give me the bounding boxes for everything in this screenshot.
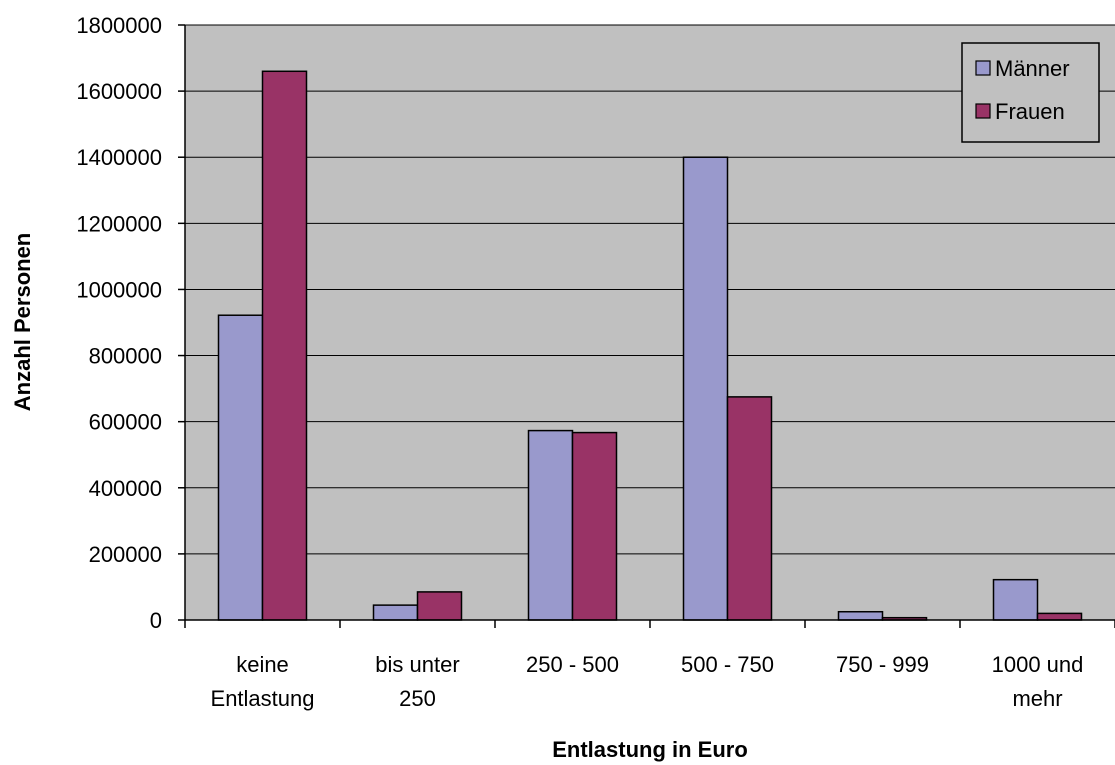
bar-maenner bbox=[527, 429, 574, 621]
x-axis-title: Entlastung in Euro bbox=[552, 737, 748, 762]
bar-maenner bbox=[682, 156, 729, 621]
legend-swatch bbox=[975, 60, 991, 76]
x-tick-label: bis unter 250 bbox=[375, 652, 459, 711]
y-axis-title: Anzahl Personen bbox=[10, 233, 35, 411]
legend-label: Frauen bbox=[995, 99, 1065, 124]
y-tick-label: 600000 bbox=[89, 410, 162, 435]
bar-maenner bbox=[372, 604, 419, 621]
x-tick-label: 500 - 750 bbox=[681, 652, 774, 677]
x-tick-label: keine Entlastung bbox=[211, 652, 315, 711]
x-tick-label: 1000 und mehr bbox=[992, 652, 1084, 711]
x-tick-label: 250 - 500 bbox=[526, 652, 619, 677]
x-tick-label: 750 - 999 bbox=[836, 652, 929, 677]
y-tick-label: 1400000 bbox=[76, 145, 162, 170]
bar-frauen bbox=[726, 396, 773, 621]
x-axis-ticks: keine Entlastung bis unter 250 250 - 500 500 … bbox=[184, 620, 1115, 711]
y-tick-label: 800000 bbox=[89, 344, 162, 369]
bars bbox=[217, 70, 1083, 621]
bar-frauen bbox=[416, 591, 463, 621]
y-tick-label: 1600000 bbox=[76, 79, 162, 104]
y-tick-label: 1800000 bbox=[76, 13, 162, 38]
y-tick-label: 1200000 bbox=[76, 211, 162, 236]
y-tick-label: 0 bbox=[150, 608, 162, 633]
bar-frauen bbox=[1036, 612, 1083, 621]
y-axis-ticks: 0 200000 400000 600000 800000 1000000 1200000 1… bbox=[76, 13, 185, 633]
bar-maenner bbox=[837, 610, 884, 621]
gridlines bbox=[185, 24, 1115, 555]
y-tick-label: 200000 bbox=[89, 542, 162, 567]
legend-swatch bbox=[975, 103, 991, 119]
bar-maenner bbox=[217, 314, 264, 621]
bar-frauen bbox=[261, 70, 308, 621]
legend: Männer Frauen bbox=[961, 42, 1100, 143]
legend-label: Männer bbox=[995, 56, 1070, 81]
plot-area bbox=[185, 25, 1115, 620]
bar-maenner bbox=[992, 578, 1039, 621]
bar-frauen bbox=[571, 431, 618, 621]
y-tick-label: 1000000 bbox=[76, 277, 162, 302]
y-tick-label: 400000 bbox=[89, 476, 162, 501]
legend-box bbox=[961, 42, 1100, 143]
